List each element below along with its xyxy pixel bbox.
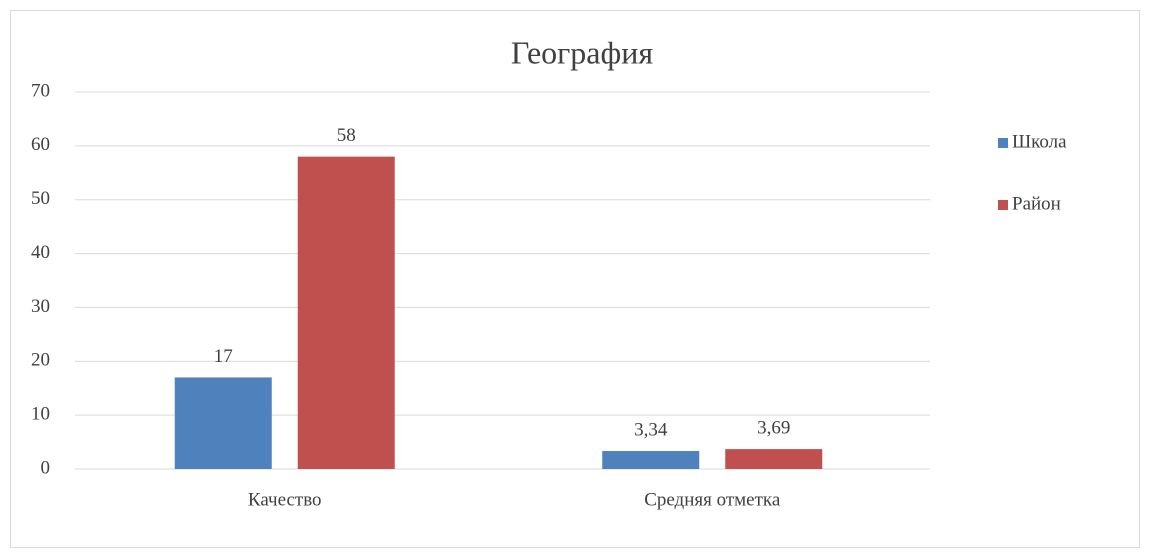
data-label: 58 — [337, 125, 356, 146]
y-tick-label: 10 — [31, 404, 50, 425]
y-tick-label: 40 — [31, 242, 50, 263]
data-label: 17 — [214, 346, 233, 367]
legend-swatch — [998, 200, 1008, 210]
y-tick-label: 30 — [31, 296, 50, 317]
y-tick-label: 70 — [31, 80, 50, 101]
data-label: 3,69 — [757, 417, 790, 438]
y-tick-label: 20 — [31, 350, 50, 371]
data-label: 3,34 — [634, 419, 668, 440]
x-tick-label: Средняя отметка — [644, 489, 781, 510]
chart-title: География — [511, 34, 653, 70]
y-tick-label: 60 — [31, 134, 50, 155]
bar — [174, 377, 272, 469]
bar — [725, 449, 823, 469]
bar — [297, 156, 395, 469]
legend-label: Район — [1012, 193, 1061, 214]
legend-swatch — [998, 138, 1008, 148]
x-tick-label: Качество — [248, 489, 322, 510]
legend-label: Школа — [1012, 131, 1067, 152]
y-tick-label: 50 — [31, 188, 50, 209]
y-tick-label: 0 — [41, 457, 51, 478]
bar — [602, 451, 700, 469]
